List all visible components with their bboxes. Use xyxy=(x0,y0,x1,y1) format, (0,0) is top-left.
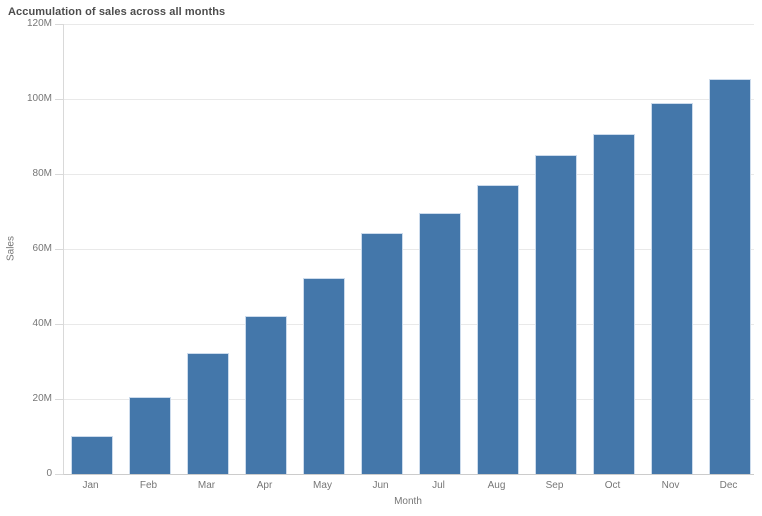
y-tick-label: 100M xyxy=(26,93,52,104)
bar-jun[interactable] xyxy=(360,233,403,474)
y-tick-mark xyxy=(55,99,63,100)
gridline xyxy=(64,99,754,100)
gridline xyxy=(64,399,754,400)
gridline xyxy=(64,24,754,25)
y-tick-mark xyxy=(55,474,63,475)
bar-apr[interactable] xyxy=(244,316,287,474)
y-tick-label: 60M xyxy=(32,243,52,254)
plot-area xyxy=(63,24,754,475)
x-tick-label-nov: Nov xyxy=(661,480,680,491)
gridline xyxy=(64,249,754,250)
y-tick-label: 120M xyxy=(26,18,52,29)
chart-title: Accumulation of sales across all months xyxy=(8,6,226,18)
bar-may[interactable] xyxy=(302,278,345,474)
y-tick-mark xyxy=(55,174,63,175)
x-tick-label-apr: Apr xyxy=(256,480,273,491)
bar-jan[interactable] xyxy=(70,436,113,474)
y-tick-label: 40M xyxy=(32,318,52,329)
bar-sep[interactable] xyxy=(534,155,577,474)
x-tick-label-jun: Jun xyxy=(372,480,389,491)
x-tick-label-aug: Aug xyxy=(487,480,506,491)
bar-nov[interactable] xyxy=(650,103,693,474)
y-tick-label: 0 xyxy=(46,468,52,479)
gridline xyxy=(64,174,754,175)
y-tick-label: 20M xyxy=(32,393,52,404)
x-tick-label-jan: Jan xyxy=(82,480,99,491)
bar-feb[interactable] xyxy=(128,397,171,474)
y-tick-mark xyxy=(55,24,63,25)
x-tick-label-jul: Jul xyxy=(432,480,445,491)
bar-oct[interactable] xyxy=(592,134,635,474)
y-tick-mark xyxy=(55,249,63,250)
x-tick-label-mar: Mar xyxy=(197,480,216,491)
y-tick-label: 80M xyxy=(32,168,52,179)
x-tick-label-may: May xyxy=(313,480,332,491)
x-axis-title: Month xyxy=(394,496,422,507)
x-tick-label-sep: Sep xyxy=(545,480,564,491)
bar-dec[interactable] xyxy=(708,79,751,474)
x-tick-label-dec: Dec xyxy=(719,480,738,491)
y-tick-mark xyxy=(55,324,63,325)
bar-aug[interactable] xyxy=(476,185,519,474)
bar-mar[interactable] xyxy=(186,353,229,474)
gridline xyxy=(64,324,754,325)
x-tick-label-oct: Oct xyxy=(604,480,621,491)
bar-jul[interactable] xyxy=(418,213,461,474)
y-tick-mark xyxy=(55,399,63,400)
x-tick-label-feb: Feb xyxy=(139,480,158,491)
